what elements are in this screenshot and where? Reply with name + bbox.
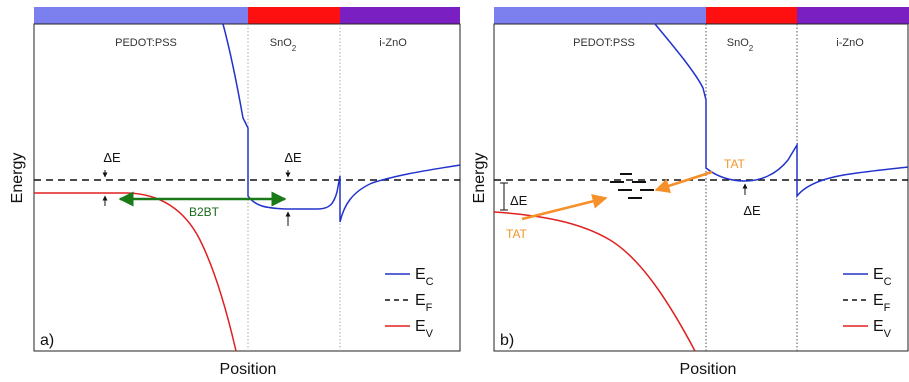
panel-letter-b: b) bbox=[500, 332, 514, 349]
layer-label-izno-b: i-ZnO bbox=[836, 37, 864, 49]
conduction-band-curve-b bbox=[654, 23, 909, 199]
delta-e-label-b1: ΔE bbox=[510, 193, 528, 208]
layer-bar-sno2-a bbox=[248, 7, 340, 24]
layer-label-izno-a: i-ZnO bbox=[379, 37, 407, 49]
layer-bar-pedot-b bbox=[494, 7, 706, 24]
layer-bar-sno2-b bbox=[706, 7, 797, 24]
layer-label-sno2-a: SnO2 bbox=[270, 37, 297, 53]
layer-label-sno2-b: SnO2 bbox=[727, 37, 754, 53]
x-axis-label-a: Position bbox=[220, 361, 277, 378]
tat-label-2-b: TAT bbox=[724, 157, 746, 171]
legend-ef-label-a: EF bbox=[415, 292, 433, 314]
tat-arrow-upper-b bbox=[654, 170, 713, 194]
panel-frame-b bbox=[493, 23, 909, 352]
conduction-band-curve-a bbox=[222, 23, 461, 223]
y-axis-label-b: Energy bbox=[471, 153, 488, 204]
delta-e-label-a2: ΔE bbox=[284, 150, 302, 165]
panel-frame-a bbox=[33, 23, 461, 352]
delta-e-label-b2: ΔE bbox=[743, 203, 761, 218]
legend-ev-label-a: EV bbox=[415, 318, 434, 340]
tat-arrow-lower-b bbox=[521, 193, 608, 221]
y-axis-label-a: Energy bbox=[9, 153, 26, 204]
layer-bar-izno-a bbox=[340, 7, 460, 24]
layer-bar-pedot-a bbox=[34, 7, 248, 24]
legend-ef-label-b: EF bbox=[873, 292, 891, 314]
legend-ec-label-a: EC bbox=[415, 266, 434, 288]
legend-ev-label-b: EV bbox=[873, 318, 892, 340]
panel-letter-a: a) bbox=[40, 332, 54, 349]
tat-label-1-b: TAT bbox=[506, 227, 528, 241]
panel-b: PEDOT:PSS SnO2 i-ZnO TAT TAT ΔE ΔE EC EF… bbox=[493, 7, 909, 352]
delta-e-label-a1: ΔE bbox=[103, 150, 121, 165]
b2bt-label-a: B2BT bbox=[189, 205, 220, 219]
layer-bar-izno-b bbox=[797, 7, 909, 24]
layer-label-pedot-a: PEDOT:PSS bbox=[115, 37, 177, 49]
layer-label-pedot-b: PEDOT:PSS bbox=[573, 37, 635, 49]
legend-ec-label-b: EC bbox=[873, 266, 892, 288]
panel-a: PEDOT:PSS SnO2 i-ZnO B2BT ΔE ΔE EC EF EV… bbox=[33, 7, 461, 352]
x-axis-label-b: Position bbox=[680, 361, 737, 378]
